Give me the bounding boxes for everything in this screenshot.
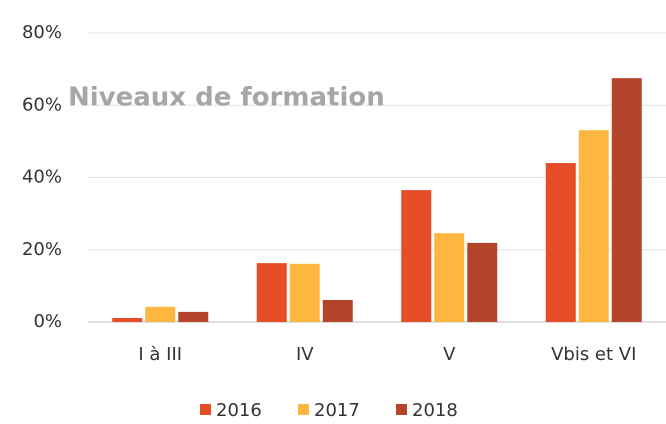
plot: 0% 20% 40% 60% 80% I à III IV V Vbis et VI 2016 20…: [22, 22, 666, 421]
legend-label: 2018: [412, 400, 458, 421]
y-tick-label: 60%: [22, 94, 62, 115]
y-tick-label: 80%: [22, 22, 62, 43]
bar: [289, 263, 320, 322]
bar: [322, 299, 353, 322]
y-tick-label: 40%: [22, 167, 62, 188]
bar: [545, 163, 576, 322]
x-tick-label: Vbis et VI: [551, 344, 636, 365]
legend-swatch: [298, 404, 309, 415]
bar: [145, 306, 176, 322]
bar: [578, 130, 609, 322]
legend-swatch: [200, 404, 211, 415]
bar: [434, 233, 465, 322]
x-tick-label: IV: [296, 344, 314, 365]
y-tick-label: 0%: [33, 311, 62, 332]
bar: [178, 311, 209, 322]
x-tick-label: V: [443, 344, 456, 365]
bar: [112, 318, 143, 322]
chart-title: Niveaux de formation: [68, 83, 385, 113]
y-tick-label: 20%: [22, 239, 62, 260]
legend-label: 2016: [216, 400, 262, 421]
bar: [256, 263, 287, 322]
x-tick-label: I à III: [138, 344, 182, 365]
bar: [401, 190, 432, 322]
legend-label: 2017: [314, 400, 360, 421]
bar: [611, 78, 642, 322]
bar: [467, 242, 498, 322]
legend-swatch: [396, 404, 407, 415]
